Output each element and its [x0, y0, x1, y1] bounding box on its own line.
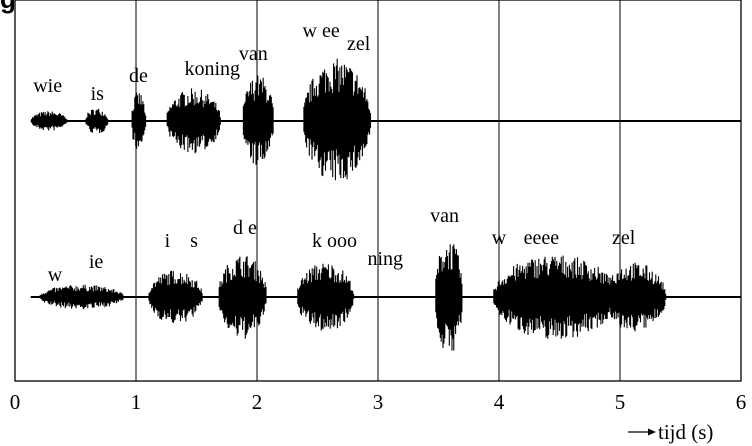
waveform-segment: [493, 255, 618, 339]
word-label: d e: [233, 217, 257, 239]
x-tick-label: 3: [373, 390, 384, 414]
word-label: is: [91, 83, 105, 105]
word-label: wie: [33, 75, 62, 97]
waveform-segment: [166, 88, 221, 154]
word-label: k ooo: [312, 230, 357, 252]
word-label: zel: [612, 227, 636, 249]
waveform-segment: [602, 262, 667, 332]
waveform-segment: [435, 244, 463, 351]
word-label: van: [239, 43, 268, 65]
word-label: s: [190, 230, 198, 252]
waveforms: [30, 58, 741, 351]
word-label: i: [165, 230, 171, 252]
waveform-segment: [218, 256, 267, 339]
waveform-segment: [131, 92, 147, 149]
word-label: ning: [367, 248, 403, 270]
waveform-segment: [297, 263, 355, 331]
plot-frame: [14, 0, 742, 382]
word-label: w: [48, 264, 63, 286]
x-axis-label: tijd (s): [658, 420, 713, 444]
x-axis-ticks: 0 1 2 3 4 5 6: [10, 390, 747, 414]
word-label: de: [129, 65, 148, 87]
x-tick-label: 2: [252, 390, 263, 414]
word-label: eeee: [524, 227, 560, 249]
word-label: ie: [89, 251, 104, 273]
word-label: koning: [184, 58, 240, 80]
corner-text: g: [0, 0, 16, 12]
x-tick-label: 5: [615, 390, 626, 414]
word-label: van: [430, 205, 459, 227]
waveform-segment: [148, 270, 203, 323]
word-label: zel: [347, 33, 371, 55]
x-axis-label-group: tijd (s): [628, 420, 713, 444]
waveform-segment: [39, 284, 125, 310]
x-tick-label: 1: [131, 390, 142, 414]
x-tick-label: 6: [736, 390, 747, 414]
x-axis-arrow-head: [648, 428, 656, 436]
waveform-segment: [85, 108, 109, 133]
waveform-segment: [303, 58, 372, 181]
x-tick-label: 0: [10, 390, 21, 414]
x-tick-label: 4: [494, 390, 505, 414]
waveform-segment: [31, 111, 68, 131]
waveform-segment: [242, 75, 274, 165]
word-label: w: [492, 227, 507, 249]
word-label: w ee: [303, 20, 340, 42]
